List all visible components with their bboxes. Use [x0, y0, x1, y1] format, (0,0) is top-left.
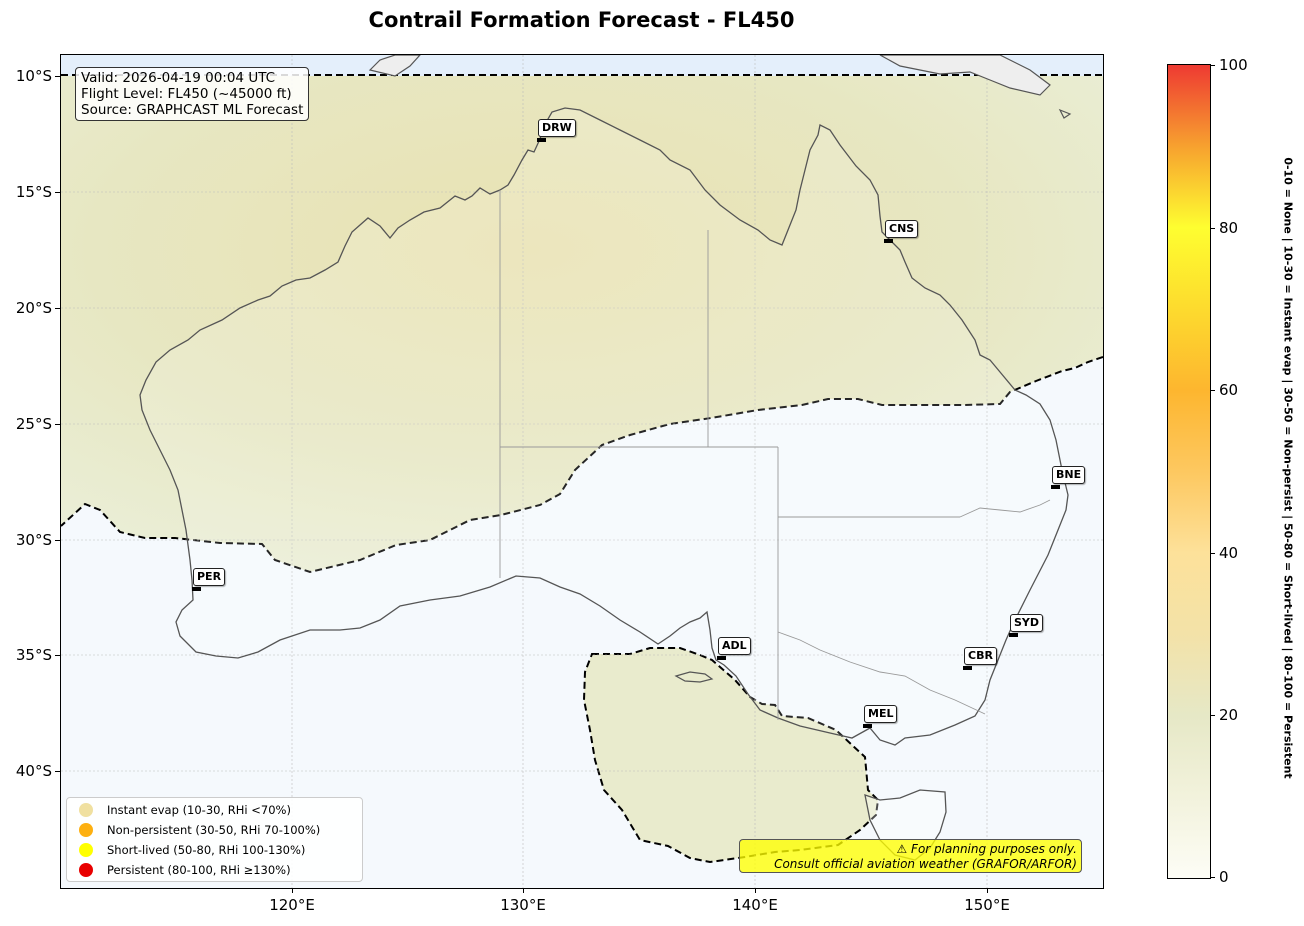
- city-label: PER: [193, 568, 226, 586]
- contrail-zone-south: [582, 647, 880, 864]
- colorbar-tick: [1210, 715, 1215, 716]
- legend-label: Instant evap (10-30, RHi <70%): [107, 803, 291, 817]
- map-legend: Instant evap (10-30, RHi <70%) Non-persi…: [66, 797, 363, 882]
- city-label: DRW: [538, 119, 576, 137]
- y-tick: [55, 655, 60, 656]
- x-tick-label: 130°E: [500, 896, 546, 914]
- legend-label: Short-lived (50-80, RHi 100-130%): [107, 843, 306, 857]
- x-tick: [987, 888, 988, 893]
- y-tick-label: 20°S: [15, 299, 52, 317]
- y-tick: [55, 771, 60, 772]
- graticule: [61, 55, 1103, 888]
- airport-marker-icon: [1051, 485, 1060, 489]
- y-tick-label: 15°S: [15, 183, 52, 201]
- flight-level: Flight Level: FL450 (~45000 ft): [81, 86, 292, 102]
- y-tick-label: 35°S: [15, 646, 52, 664]
- colorbar-tick: [1210, 877, 1215, 878]
- x-tick: [292, 888, 293, 893]
- legend-item: Short-lived (50-80, RHi 100-130%): [79, 840, 305, 860]
- disclaimer-box: ⚠ For planning purposes only. Consult of…: [739, 839, 1082, 873]
- legend-item: Instant evap (10-30, RHi <70%): [79, 800, 291, 820]
- y-tick: [55, 192, 60, 193]
- y-tick: [55, 76, 60, 77]
- valid-time: Valid: 2026-04-19 00:04 UTC: [81, 70, 276, 86]
- short-lived-swatch-icon: [79, 843, 93, 857]
- legend-item: Persistent (80-100, RHi ≥130%): [79, 860, 291, 880]
- airport-marker-icon: [1009, 633, 1018, 637]
- airport-marker-icon: [963, 666, 972, 670]
- colorbar-tick: [1210, 553, 1215, 554]
- colorbar-tick-label: 60: [1219, 381, 1239, 399]
- airport-marker-icon: [537, 138, 546, 142]
- disclaimer-line-2: Consult official aviation weather (GRAFO…: [774, 857, 1077, 871]
- state-borders: [499, 190, 1051, 720]
- y-tick: [55, 308, 60, 309]
- colorbar-category-label: 0-10 = None | 10-30 = Instant evap | 30-…: [1281, 157, 1295, 779]
- disclaimer-line-1: ⚠ For planning purposes only.: [896, 842, 1077, 856]
- y-tick-label: 40°S: [15, 762, 52, 780]
- city-label: BNE: [1052, 466, 1086, 484]
- y-tick-label: 25°S: [15, 415, 52, 433]
- colorbar-tick: [1210, 390, 1215, 391]
- city-label: CBR: [964, 647, 997, 665]
- colorbar-tick-label: 40: [1219, 544, 1239, 562]
- chart-title: Contrail Formation Forecast - FL450: [368, 8, 795, 32]
- x-tick-label: 140°E: [732, 896, 778, 914]
- airport-marker-icon: [884, 239, 893, 243]
- colorbar-tick-label: 80: [1219, 219, 1239, 237]
- colorbar: [1167, 64, 1211, 879]
- colorbar-tick: [1210, 65, 1215, 66]
- y-tick-label: 30°S: [15, 531, 52, 549]
- legend-item: Non-persistent (30-50, RHi 70-100%): [79, 820, 320, 840]
- x-tick: [523, 888, 524, 893]
- instant-evap-swatch-icon: [79, 803, 93, 817]
- x-tick: [755, 888, 756, 893]
- colorbar-tick-label: 20: [1219, 706, 1239, 724]
- colorbar-tick-label: 100: [1219, 56, 1248, 74]
- y-tick-label: 10°S: [15, 67, 52, 85]
- forecast-info-box: Valid: 2026-04-19 00:04 UTC Flight Level…: [75, 67, 310, 121]
- colorbar-tick: [1210, 228, 1215, 229]
- persistent-swatch-icon: [79, 863, 93, 877]
- map-area[interactable]: [60, 54, 1104, 889]
- legend-label: Persistent (80-100, RHi ≥130%): [107, 863, 291, 877]
- y-tick: [55, 424, 60, 425]
- contrail-zone-north: [61, 76, 1103, 572]
- city-label: SYD: [1010, 614, 1044, 632]
- x-tick-label: 150°E: [964, 896, 1010, 914]
- non-persistent-swatch-icon: [79, 823, 93, 837]
- airport-marker-icon: [863, 724, 872, 728]
- city-label: ADL: [718, 637, 751, 655]
- forecast-source: Source: GRAPHCAST ML Forecast: [81, 102, 304, 118]
- legend-label: Non-persistent (30-50, RHi 70-100%): [107, 823, 321, 837]
- colorbar-tick-label: 0: [1219, 868, 1229, 886]
- y-tick: [55, 540, 60, 541]
- city-label: MEL: [864, 705, 898, 723]
- map-canvas: [61, 55, 1103, 888]
- airport-marker-icon: [717, 656, 726, 660]
- city-label: CNS: [885, 220, 919, 238]
- australia-coastline: [139, 107, 1069, 746]
- x-tick-label: 120°E: [269, 896, 315, 914]
- airport-marker-icon: [192, 587, 201, 591]
